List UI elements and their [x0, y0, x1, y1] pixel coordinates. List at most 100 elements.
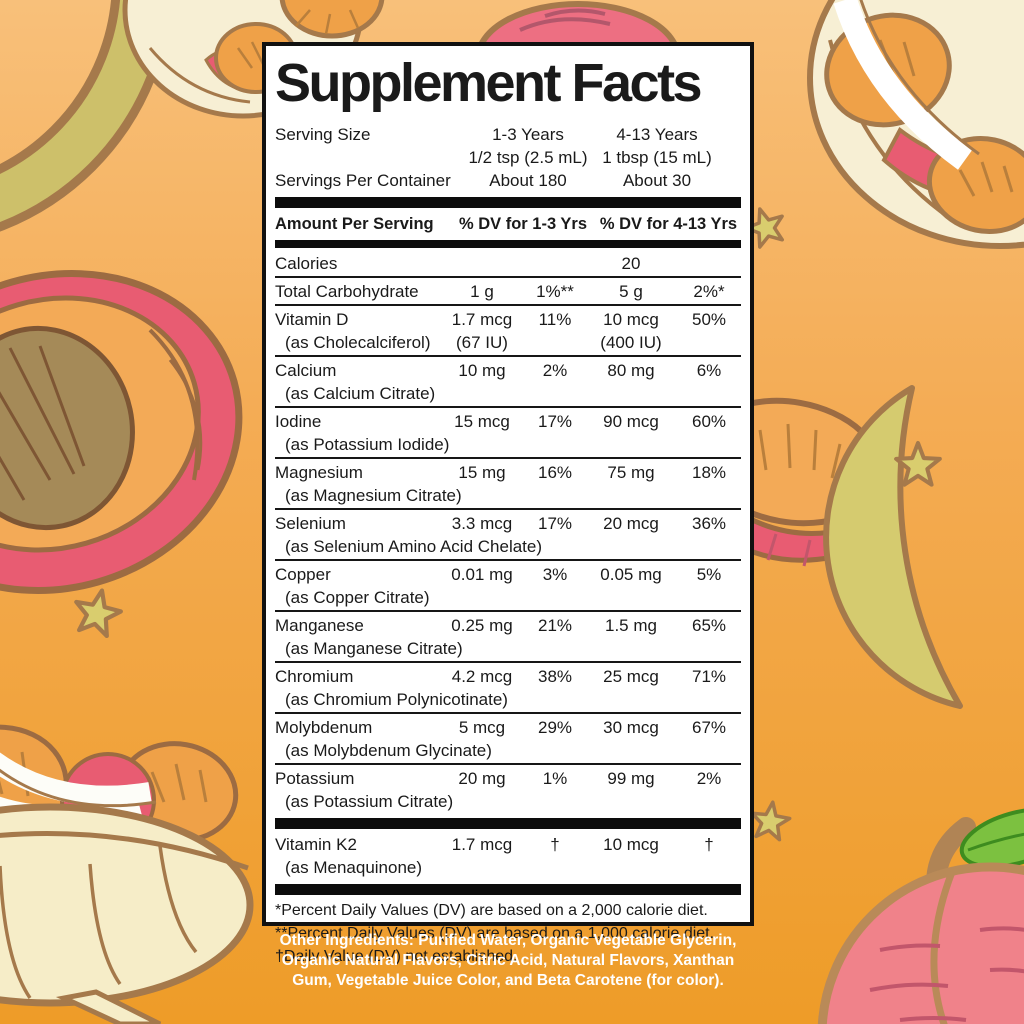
spacer	[677, 331, 741, 354]
dv-4-13: 71%	[691, 666, 727, 686]
nutrient-row: Vitamin K2 1.7 mcg † 10 mcg †	[275, 833, 741, 856]
nutrient-form: (as Cholecalciferol)	[285, 332, 431, 352]
nutrient-subrow: (as Molybdenum Glycinate)	[275, 739, 741, 762]
crescent-moon-icon	[823, 385, 963, 709]
amount-4-13: 20 mcg	[603, 513, 659, 533]
serving-amount-2: 1 tbsp (15 mL)	[602, 147, 712, 167]
divider-line	[275, 275, 741, 278]
footnote-1000: **Percent Daily Values (DV) are based on…	[275, 924, 715, 942]
divider-bar	[275, 817, 741, 829]
divider-line	[275, 660, 741, 663]
amount-4-13: 90 mcg	[603, 411, 659, 431]
dv-1-3: 1%**	[536, 281, 574, 301]
divider-bar	[275, 196, 741, 208]
nutrient-row: Potassium 20 mg 1% 99 mg 2%	[275, 767, 741, 790]
amount-1-3	[439, 252, 525, 275]
amount-1-3: 10 mg	[458, 360, 506, 380]
amount-4-13: 30 mcg	[603, 717, 659, 737]
dv-4-13-header: % DV for 4-13 Yrs	[599, 214, 738, 233]
dv-4-13: 36%	[691, 513, 727, 533]
nutrient-form: (as Molybdenum Glycinate)	[285, 740, 492, 760]
amount-1-3: 0.01 mg	[451, 564, 513, 584]
nutrient-name: Selenium	[275, 513, 346, 533]
divider-line	[275, 303, 741, 306]
nutrient-subrow: (as Cholecalciferol) (67 IU) (400 IU)	[275, 331, 741, 354]
divider-line	[275, 456, 741, 459]
age-group-2: 4-13 Years	[616, 124, 698, 144]
footnotes: *Percent Daily Values (DV) are based on …	[275, 899, 741, 968]
nutrient-rows: Calories 20 Total Carbohydrate 1 g 1%** 5 g 2%…	[275, 252, 741, 895]
dessert-glass-icon	[0, 724, 254, 1024]
nutrient-subrow: (as Manganese Citrate)	[275, 637, 741, 660]
serving-size-row: Serving Size 1-3 Years 4-13 Years	[275, 123, 741, 146]
table-header: Amount Per Serving % DV for 1-3 Yrs % DV…	[275, 212, 741, 237]
dv-4-13	[677, 252, 741, 275]
nutrient-subrow: (as Selenium Amino Acid Chelate)	[275, 535, 741, 558]
nutrient-subrow: (as Chromium Polynicotinate)	[275, 688, 741, 711]
amount-4-13: 5 g	[619, 281, 643, 301]
amount-1-3: 1.7 mcg	[451, 309, 513, 329]
nutrient-subrow: (as Potassium Iodide)	[275, 433, 741, 456]
nutrient-name: Potassium	[275, 768, 355, 788]
nutrient-form: (as Calcium Citrate)	[285, 383, 436, 403]
nutrient-name: Iodine	[275, 411, 322, 431]
dv-1-3: 1%	[542, 768, 568, 788]
other-ingredients: Other Ingredients: Purified Water, Organ…	[218, 931, 798, 991]
nutrient-row: Molybdenum 5 mcg 29% 30 mcg 67%	[275, 716, 741, 739]
dv-4-13: 2%	[696, 768, 722, 788]
amount-4-13: 10 mcg	[603, 834, 659, 854]
amount-1-3: 4.2 mcg	[451, 666, 513, 686]
other-ingredients-line: Gum, Vegetable Juice Color, and Beta Car…	[292, 972, 724, 989]
dv-1-3: 11%	[538, 309, 572, 329]
spacer	[525, 331, 585, 354]
nutrient-form: (as Selenium Amino Acid Chelate)	[285, 536, 543, 556]
nutrient-form: (as Potassium Iodide)	[285, 434, 450, 454]
amount-4-13: 99 mg	[607, 768, 655, 788]
amount-1-3: 0.25 mg	[451, 615, 513, 635]
nutrient-subrow: (as Menaquinone)	[275, 856, 741, 879]
dv-1-3: 17%	[537, 411, 573, 431]
amount-4-13: 25 mcg	[603, 666, 659, 686]
amount-1-3-iu: (67 IU)	[456, 332, 508, 352]
age-group-1: 1-3 Years	[492, 124, 564, 144]
other-ingredients-line: Other Ingredients: Purified Water, Organ…	[279, 932, 737, 949]
amount-4-13: 75 mg	[607, 462, 655, 482]
divider-line	[275, 507, 741, 510]
dv-1-3: 38%	[537, 666, 573, 686]
nutrient-row: Manganese 0.25 mg 21% 1.5 mg 65%	[275, 614, 741, 637]
nutrient-form: (as Copper Citrate)	[285, 587, 430, 607]
amount-1-3: 3.3 mcg	[451, 513, 513, 533]
nutrient-row: Chromium 4.2 mcg 38% 25 mcg 71%	[275, 665, 741, 688]
nutrient-name: Molybdenum	[275, 717, 373, 737]
nutrient-form: (as Chromium Polynicotinate)	[285, 689, 508, 709]
nutrient-name: Vitamin K2	[275, 834, 357, 854]
servings-count-1: About 180	[489, 170, 567, 190]
amount-1-3: 1 g	[470, 281, 494, 301]
serving-info: Serving Size 1-3 Years 4-13 Years 1/2 ts…	[275, 123, 741, 192]
dv-4-13: 6%	[696, 360, 722, 380]
nutrient-subrow: (as Magnesium Citrate)	[275, 484, 741, 507]
nutrient-row: Copper 0.01 mg 3% 0.05 mg 5%	[275, 563, 741, 586]
dv-4-13: 2%*	[693, 281, 725, 301]
servings-count-2: About 30	[622, 170, 692, 190]
nutrient-form: (as Potassium Citrate)	[285, 791, 454, 811]
amount-4-13: 20	[621, 253, 641, 273]
dv-1-3: †	[550, 834, 560, 854]
servings-per-container-row: Servings Per Container About 180 About 3…	[275, 169, 741, 192]
serving-amount-row: 1/2 tsp (2.5 mL) 1 tbsp (15 mL)	[275, 146, 741, 169]
nutrient-name: Calories	[275, 253, 338, 273]
dv-4-13: 67%	[691, 717, 727, 737]
nutrient-name: Magnesium	[275, 462, 363, 482]
peach-dessert-bowl-icon	[807, 0, 1024, 249]
amount-1-3: 15 mcg	[454, 411, 510, 431]
nutrient-name: Chromium	[275, 666, 354, 686]
dv-1-3	[525, 252, 585, 275]
dv-1-3: 29%	[537, 717, 573, 737]
nutrient-form: (as Magnesium Citrate)	[285, 485, 462, 505]
nutrient-row: Total Carbohydrate 1 g 1%** 5 g 2%*	[275, 280, 741, 303]
crescent-ring-icon	[0, 0, 174, 232]
amount-per-serving-header: Amount Per Serving	[275, 214, 434, 233]
nutrient-name: Copper	[275, 564, 331, 584]
nutrient-row: Magnesium 15 mg 16% 75 mg 18%	[275, 461, 741, 484]
